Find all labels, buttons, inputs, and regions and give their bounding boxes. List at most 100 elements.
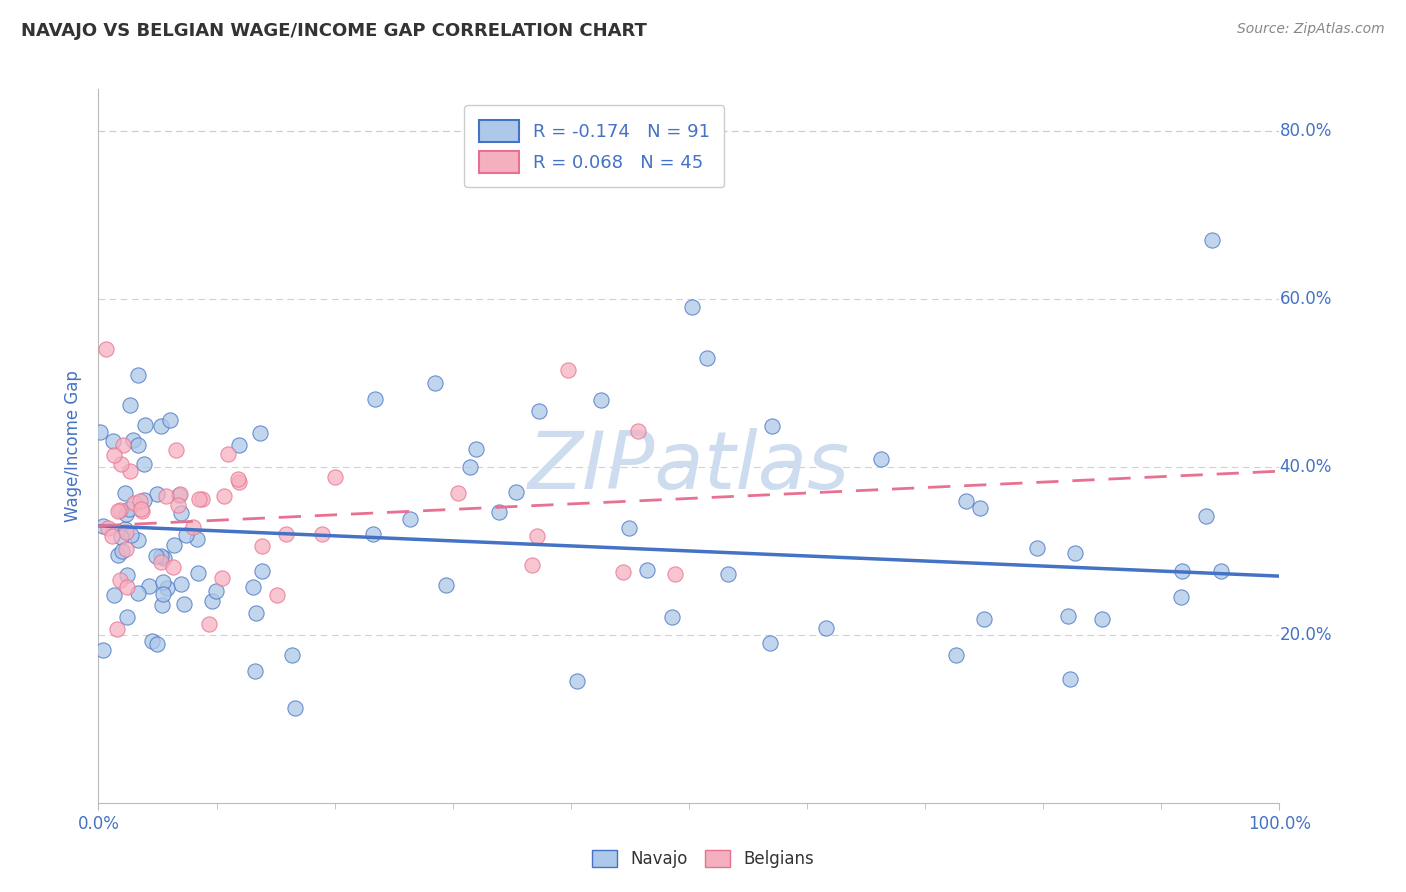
- Point: [1201, 233, 1223, 247]
- Point: [128, 494, 150, 508]
- Point: [115, 542, 138, 557]
- Point: [114, 523, 136, 537]
- Point: [186, 532, 208, 546]
- Point: [117, 567, 139, 582]
- Point: [146, 487, 169, 501]
- Point: [955, 494, 977, 508]
- Point: [228, 438, 250, 452]
- Point: [127, 368, 149, 382]
- Point: [187, 566, 209, 581]
- Point: [91, 643, 114, 657]
- Point: [97, 521, 120, 535]
- Point: [152, 574, 174, 589]
- Point: [520, 558, 543, 572]
- Point: [127, 533, 149, 547]
- Text: Source: ZipAtlas.com: Source: ZipAtlas.com: [1237, 22, 1385, 37]
- Point: [204, 584, 226, 599]
- Point: [107, 548, 129, 562]
- Point: [170, 577, 193, 591]
- Point: [1026, 541, 1049, 556]
- Point: [311, 526, 333, 541]
- Point: [112, 438, 135, 452]
- Point: [117, 580, 139, 594]
- Point: [423, 376, 446, 390]
- Point: [447, 485, 470, 500]
- Point: [681, 301, 703, 315]
- Point: [94, 343, 117, 357]
- Point: [115, 507, 138, 521]
- Point: [266, 588, 288, 602]
- Legend: R = -0.174   N = 91, R = 0.068   N = 45: R = -0.174 N = 91, R = 0.068 N = 45: [464, 105, 724, 187]
- Point: [245, 664, 267, 678]
- Point: [89, 425, 111, 439]
- Point: [145, 637, 167, 651]
- Point: [159, 413, 181, 427]
- Point: [169, 487, 191, 501]
- Point: [815, 621, 838, 635]
- Point: [198, 617, 221, 632]
- Point: [1170, 565, 1192, 579]
- Point: [363, 392, 385, 406]
- Point: [696, 351, 718, 365]
- Point: [245, 606, 267, 620]
- Point: [284, 700, 307, 714]
- Point: [115, 610, 138, 624]
- Point: [758, 636, 780, 650]
- Point: [557, 363, 579, 377]
- Point: [107, 504, 129, 518]
- Point: [149, 555, 172, 569]
- Point: [527, 403, 550, 417]
- Point: [121, 434, 143, 448]
- Point: [465, 442, 488, 456]
- Point: [174, 528, 197, 542]
- Point: [108, 573, 131, 587]
- Point: [1057, 609, 1080, 624]
- Point: [228, 475, 250, 490]
- Point: [526, 529, 548, 543]
- Point: [127, 586, 149, 600]
- Point: [150, 549, 173, 564]
- Point: [127, 438, 149, 452]
- Point: [155, 489, 177, 503]
- Point: [181, 520, 204, 534]
- Point: [567, 674, 589, 689]
- Point: [945, 648, 967, 663]
- Point: [120, 464, 142, 478]
- Point: [122, 496, 145, 510]
- Point: [617, 521, 640, 535]
- Point: [101, 529, 124, 543]
- Point: [612, 566, 634, 580]
- Point: [163, 538, 186, 552]
- Point: [661, 610, 683, 624]
- Point: [249, 425, 271, 440]
- Point: [120, 528, 142, 542]
- Point: [250, 539, 273, 553]
- Point: [627, 424, 650, 438]
- Point: [150, 419, 173, 434]
- Point: [242, 580, 264, 594]
- Point: [1195, 508, 1218, 523]
- Point: [167, 498, 190, 512]
- Point: [103, 448, 125, 462]
- Point: [589, 392, 612, 407]
- Point: [152, 586, 174, 600]
- Point: [152, 550, 174, 565]
- Point: [150, 598, 173, 612]
- Point: [458, 460, 481, 475]
- Point: [110, 457, 132, 471]
- Point: [211, 571, 233, 585]
- Point: [1209, 565, 1232, 579]
- Point: [187, 492, 209, 507]
- Point: [761, 419, 783, 434]
- Point: [114, 485, 136, 500]
- Y-axis label: Wage/Income Gap: Wage/Income Gap: [65, 370, 83, 522]
- Point: [118, 502, 141, 516]
- Point: [105, 622, 128, 636]
- Point: [108, 502, 131, 516]
- Point: [280, 648, 302, 663]
- Text: 60.0%: 60.0%: [1279, 290, 1331, 308]
- Point: [323, 470, 346, 484]
- Point: [969, 500, 991, 515]
- Point: [170, 506, 193, 520]
- Point: [131, 504, 153, 518]
